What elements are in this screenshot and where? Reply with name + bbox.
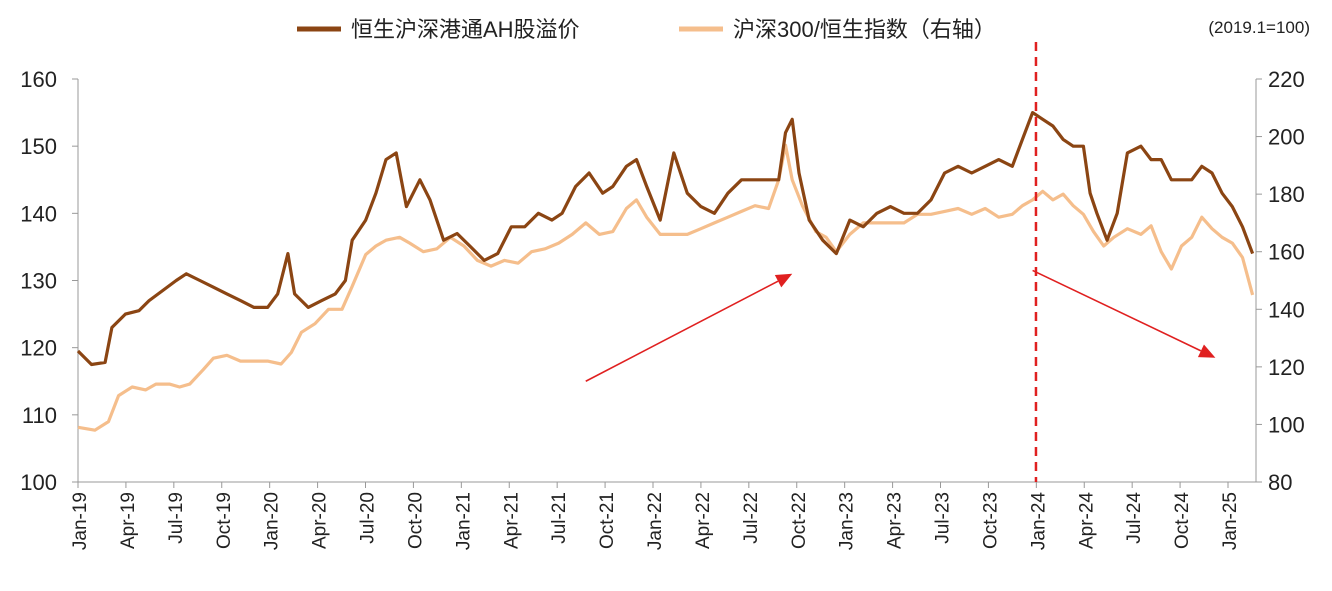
x-tick-label: Jan-22	[645, 492, 666, 550]
x-tick-label: Jul-21	[549, 492, 570, 544]
x-tick-label: Oct-20	[405, 492, 426, 549]
x-tick-label: Apr-19	[118, 492, 139, 549]
x-tick-label: Jul-22	[741, 492, 762, 544]
x-tick-label: Apr-21	[501, 492, 522, 549]
series-layer	[76, 111, 1255, 432]
x-tick-label: Oct-21	[597, 492, 618, 549]
left-tick-label: 140	[20, 201, 57, 226]
x-tick-label: Jul-23	[933, 492, 954, 544]
left-tick-label: 120	[20, 336, 57, 361]
x-tick-label: Oct-22	[789, 492, 810, 549]
x-tick-label: Jan-19	[70, 492, 91, 550]
trend-arrow-down-line	[1032, 269, 1202, 352]
series-line-csi-hsi	[77, 143, 1255, 432]
x-tick-label: Jan-20	[262, 492, 283, 550]
x-tick-label: Apr-24	[1076, 492, 1097, 549]
x-tick-label: Apr-20	[310, 492, 331, 549]
right-tick-label: 140	[1268, 297, 1305, 322]
x-tick-label: Oct-24	[1172, 492, 1193, 549]
x-tick-label: Jan-23	[837, 492, 858, 550]
x-tick-label: Jan-24	[1028, 492, 1049, 551]
right-tick-label: 220	[1268, 67, 1305, 92]
x-tick-label: Jan-21	[453, 492, 474, 550]
right-tick-label: 120	[1268, 355, 1305, 380]
series-line-ah-premium	[76, 111, 1255, 367]
axes: 100 110 120 130 140 150 160 80 100 120 140 160 180 20…	[20, 67, 1304, 550]
left-tick-label: 160	[20, 67, 57, 92]
right-tick-label: 180	[1268, 182, 1305, 207]
x-tick-label: Apr-23	[885, 492, 906, 549]
left-tick-label: 100	[20, 470, 57, 495]
right-tick-label: 160	[1268, 240, 1305, 265]
legend: 恒生沪深港通AH股溢价 沪深300/恒生指数（右轴） (2019.1=100)	[297, 17, 1310, 42]
trend-arrow-down-head	[1197, 344, 1216, 358]
left-tick-label: 110	[22, 403, 57, 428]
trend-arrow-up-line	[585, 280, 779, 382]
right-tick-label: 200	[1268, 125, 1305, 150]
legend-label-csi-hsi: 沪深300/恒生指数（右轴）	[733, 17, 996, 42]
left-tick-label: 150	[20, 134, 57, 159]
x-tick-label: Jan-25	[1220, 492, 1241, 550]
x-tick-label: Oct-19	[214, 492, 235, 549]
x-tick-label: Jul-20	[358, 492, 379, 544]
x-tick-label: Apr-22	[693, 492, 714, 549]
right-tick-label: 100	[1268, 412, 1305, 437]
x-tick-label: Jul-19	[166, 492, 187, 544]
trend-arrow-up-head	[774, 273, 793, 288]
x-tick-label: Oct-23	[980, 492, 1001, 549]
left-tick-label: 130	[20, 269, 57, 294]
right-tick-label: 80	[1268, 470, 1292, 495]
legend-label-ah-premium: 恒生沪深港通AH股溢价	[351, 17, 580, 42]
x-tick-label: Jul-24	[1124, 492, 1145, 544]
annotation-layer	[585, 42, 1216, 482]
base-note: (2019.1=100)	[1208, 18, 1310, 37]
